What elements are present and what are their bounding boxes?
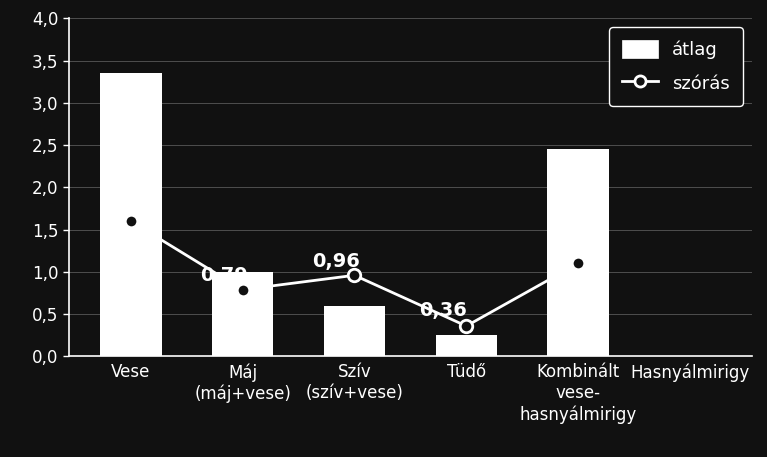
Bar	[212, 272, 273, 356]
Text: 0,96: 0,96	[312, 252, 360, 271]
Text: 0,36: 0,36	[420, 301, 467, 320]
Text: 0,11: 0,11	[451, 343, 482, 356]
Bar	[324, 306, 385, 356]
Text: 0,79: 0,79	[200, 266, 248, 285]
Bar	[436, 335, 497, 356]
Legend: átlag, szórás: átlag, szórás	[609, 27, 742, 106]
Bar	[100, 73, 162, 356]
Bar	[548, 149, 609, 356]
